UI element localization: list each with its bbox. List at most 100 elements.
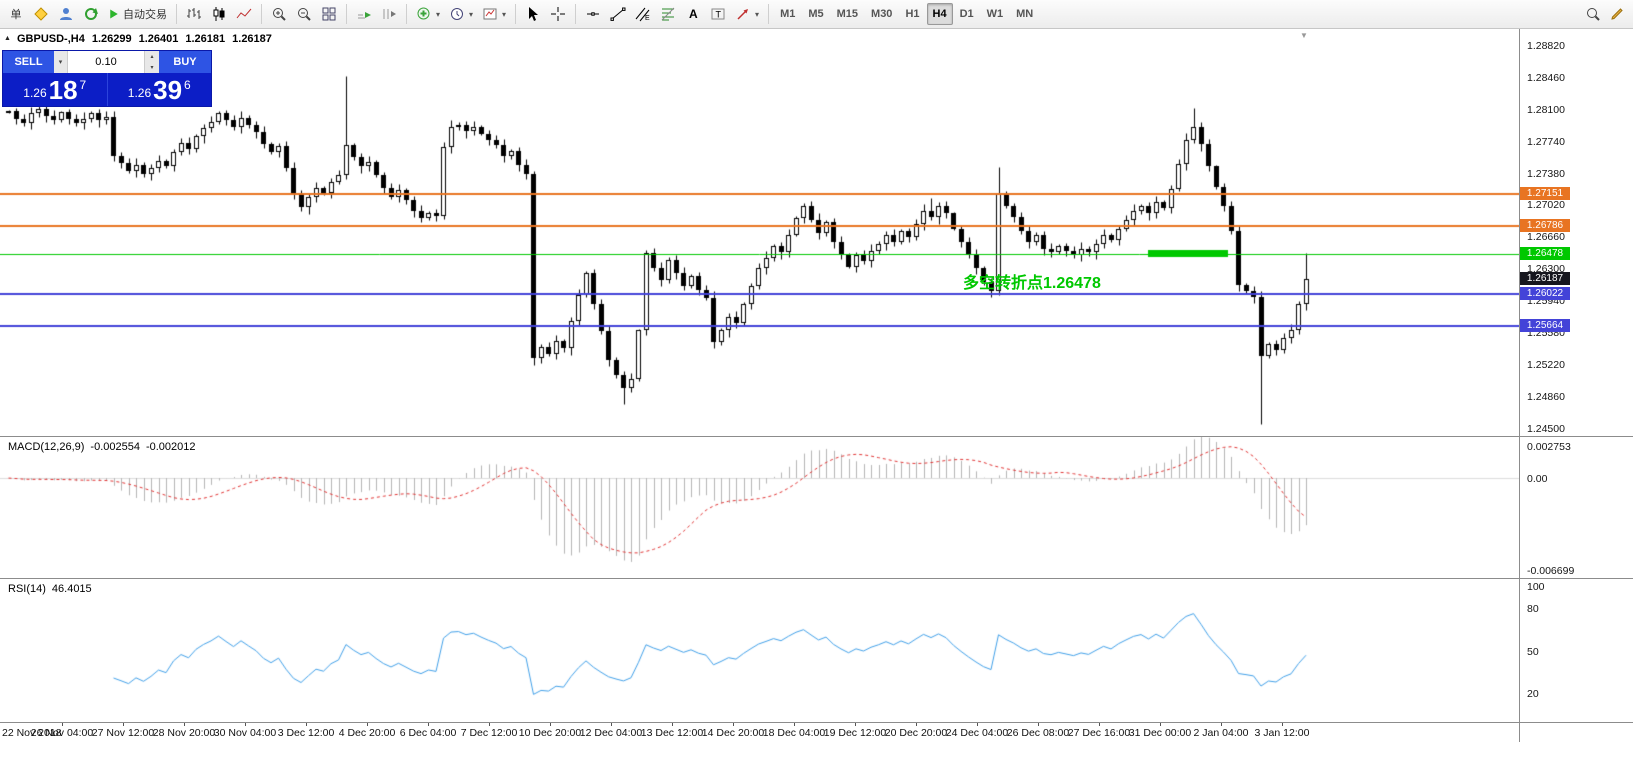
price-scale-tick: 1.28460 — [1527, 71, 1565, 84]
rsi-scale-tick: 80 — [1527, 602, 1539, 615]
toolbar: 单 自动交易 — [0, 0, 1633, 29]
buy-price-base: 1.26 — [127, 85, 152, 100]
one-click-header-row: SELL ▾ 0.10 ▴ ▾ BUY — [3, 51, 211, 73]
buy-price-big: 39 — [153, 74, 183, 105]
price-chart-canvas[interactable] — [0, 29, 1519, 436]
time-axis-tick — [855, 723, 856, 726]
templates-button[interactable]: ▾ — [478, 2, 510, 26]
auto-scroll-icon[interactable] — [352, 2, 376, 26]
timeframe-m1[interactable]: M1 — [780, 8, 796, 20]
volume-step-down-icon[interactable]: ▾ — [150, 65, 154, 71]
volume-step-up-icon[interactable]: ▴ — [150, 54, 154, 60]
sell-button[interactable]: SELL — [3, 51, 54, 73]
time-axis-tick — [672, 723, 673, 726]
line-chart-icon[interactable] — [232, 2, 256, 26]
autotrading-button[interactable]: 自动交易 — [104, 2, 171, 26]
cursor-icon[interactable] — [521, 2, 545, 26]
time-axis-label: 28 Nov 20:00 — [152, 727, 216, 739]
volume-dropdown-icon[interactable]: ▾ — [54, 51, 68, 73]
equidistant-channel-tool-icon[interactable]: E — [631, 2, 655, 26]
price-scale-tick: 1.24500 — [1527, 422, 1565, 435]
timeframe-h4[interactable]: H4 — [926, 3, 953, 25]
price-level-badge: 1.26187 — [1520, 272, 1570, 286]
price-scale-tick: 1.27380 — [1527, 167, 1565, 180]
timeframe-w1[interactable]: W1 — [986, 8, 1004, 20]
price-scale-tick: 1.27740 — [1527, 135, 1565, 148]
timeframe-h1[interactable]: H1 — [905, 8, 920, 20]
time-axis-tick — [1099, 723, 1100, 726]
timeframe-d1[interactable]: D1 — [959, 8, 974, 20]
periods-button[interactable]: ▾ — [445, 2, 477, 26]
time-axis-tick — [733, 723, 734, 726]
rsi-title: RSI(14) — [8, 583, 46, 595]
price-level-badge: 1.25664 — [1520, 318, 1570, 332]
arrows-tool-icon[interactable]: ▾ — [731, 2, 763, 26]
pane-divider[interactable] — [0, 436, 1633, 437]
candlestick-chart-icon[interactable] — [207, 2, 231, 26]
toolbar-separator — [261, 4, 262, 24]
pane-divider[interactable] — [0, 578, 1633, 579]
edit-icon[interactable] — [1605, 2, 1629, 26]
ohlc-close: 1.26187 — [232, 33, 272, 45]
time-axis-tick — [62, 723, 63, 726]
price-level-badge: 1.26786 — [1520, 219, 1570, 233]
chart-shift-icon[interactable] — [377, 2, 401, 26]
tile-windows-icon[interactable] — [317, 2, 341, 26]
new-order-icon[interactable] — [29, 2, 53, 26]
bar-chart-icon[interactable] — [182, 2, 206, 26]
macd-main-value: -0.002554 — [90, 441, 140, 453]
chart-shift-marker-icon[interactable]: ▼ — [1300, 31, 1308, 40]
time-axis-tick — [611, 723, 612, 726]
buy-price[interactable]: 1.26 39 6 — [108, 73, 212, 106]
pane-divider[interactable] — [0, 722, 1633, 723]
order-button[interactable]: 单 — [10, 9, 22, 21]
refresh-icon[interactable] — [79, 2, 103, 26]
sell-price[interactable]: 1.26 18 7 — [3, 73, 108, 106]
time-axis-tick — [1038, 723, 1039, 726]
time-axis[interactable]: 22 Nov 2018 26 Nov 04:00 27 Nov 12:00 28 No… — [0, 723, 1519, 743]
macd-scale-max: 0.002753 — [1527, 441, 1571, 453]
price-scale-tick: 1.26300 — [1527, 263, 1565, 276]
macd-indicator-canvas[interactable] — [0, 437, 1519, 578]
time-axis-tick — [977, 723, 978, 726]
time-axis-tick — [123, 723, 124, 726]
toolbar-separator — [515, 4, 517, 24]
timeframe-m30[interactable]: M30 — [871, 8, 893, 20]
price-scale[interactable]: 1.28820 1.28460 1.28100 1.27740 1.27380 1.270… — [1520, 0, 1633, 775]
time-axis-label: 26 Dec 08:00 — [1006, 727, 1070, 739]
trendline-tool-icon[interactable] — [606, 2, 630, 26]
chart-title: GBPUSD-,H4 1.26299 1.26401 1.26181 1.261… — [17, 33, 272, 45]
autotrading-label: 自动交易 — [123, 9, 167, 21]
price-level-badge: 1.27151 — [1520, 186, 1570, 200]
zoom-in-icon[interactable] — [267, 2, 291, 26]
price-scale-tick: 1.25220 — [1527, 359, 1565, 372]
chevron-down-icon: ▾ — [502, 9, 507, 19]
svg-text:T: T — [716, 10, 722, 20]
profile-icon[interactable] — [54, 2, 78, 26]
rsi-indicator-canvas[interactable] — [0, 579, 1519, 722]
horizontal-line-tool-icon[interactable] — [581, 2, 605, 26]
zoom-out-icon[interactable] — [292, 2, 316, 26]
search-icon[interactable] — [1581, 2, 1605, 26]
crosshair-icon[interactable] — [546, 2, 570, 26]
macd-title: MACD(12,26,9) — [8, 441, 85, 453]
time-axis-label: 10 Dec 20:00 — [518, 727, 582, 739]
ohlc-open: 1.26299 — [91, 33, 132, 45]
time-axis-label: 3 Dec 12:00 — [277, 727, 335, 739]
buy-button[interactable]: BUY — [159, 51, 211, 73]
text-tool-icon[interactable]: A — [681, 2, 705, 26]
text-label-tool-icon[interactable]: T — [706, 2, 730, 26]
volume-input[interactable]: 0.10 — [95, 56, 117, 68]
ohlc-high: 1.26401 — [138, 33, 179, 45]
rsi-scale-tick: 50 — [1527, 645, 1539, 658]
timeframe-mn[interactable]: MN — [1016, 8, 1034, 20]
timeframe-m5[interactable]: M5 — [808, 8, 824, 20]
fibonacci-tool-icon[interactable] — [656, 2, 680, 26]
indicators-button[interactable]: ▾ — [412, 2, 444, 26]
rsi-scale-tick: 100 — [1527, 581, 1545, 593]
time-axis-tick — [1221, 723, 1222, 726]
rsi-label: RSI(14) 46.4015 — [8, 583, 92, 595]
toolbar-right-group — [1581, 2, 1629, 26]
timeframe-m15[interactable]: M15 — [836, 8, 859, 20]
one-click-toggle-icon[interactable]: ▲ — [4, 35, 11, 42]
